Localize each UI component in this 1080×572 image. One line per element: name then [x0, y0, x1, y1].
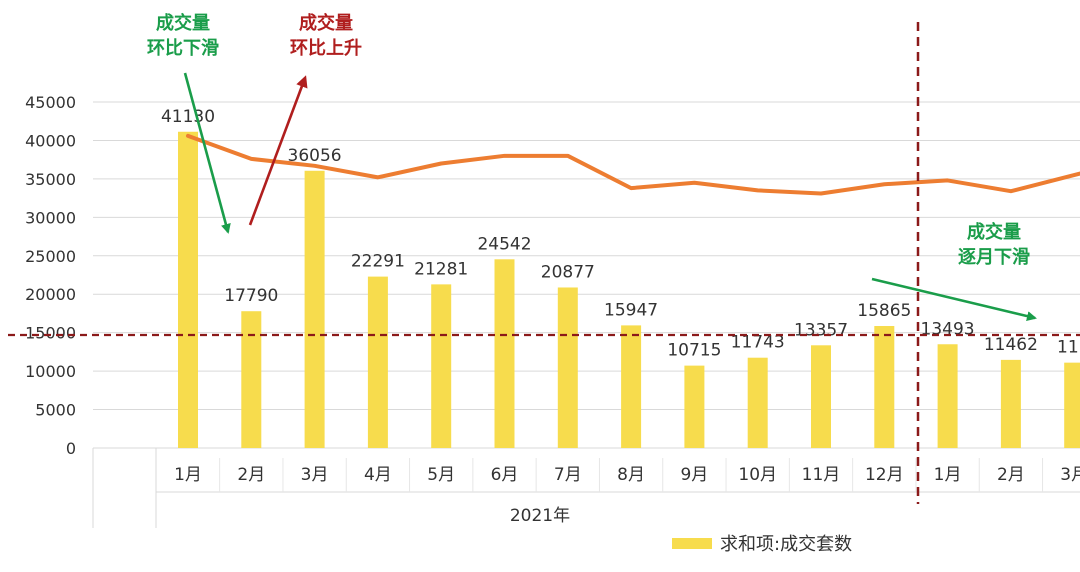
data-label: 15865: [857, 301, 911, 321]
data-label: 15947: [604, 300, 658, 320]
data-label: 17790: [224, 286, 278, 306]
legend-swatch: [672, 538, 712, 549]
y-tick-label: 20000: [25, 285, 76, 304]
data-label: 21281: [414, 259, 468, 279]
arrow-down-1: [183, 72, 231, 234]
y-tick-label: 0: [66, 439, 76, 458]
x-tick-label: 1月: [934, 465, 962, 485]
x-axis-frame: [92, 448, 1080, 528]
bar: [241, 311, 262, 448]
x-tick-label: 12月: [865, 465, 904, 485]
annotation-text: 成交量: [967, 221, 1021, 243]
data-label: 10715: [667, 341, 721, 361]
y-axis: 0 5000 10000 15000 20000 25000 30000 35000 40000…: [25, 93, 76, 458]
data-labels: 41130 17790 36056 22291 21281 24542 20877 15947…: [161, 107, 1080, 361]
reference-lines: [8, 22, 1080, 504]
x-axis-labels: 1月 2月 3月 4月 5月 6月 7月 8月 9月 10月 11月 12月 1月 2月 3月 2021年: [174, 465, 1080, 526]
data-label: 22291: [351, 252, 405, 272]
data-label: 13493: [921, 319, 975, 339]
legend: 求和项:成交套数: [672, 534, 852, 555]
x-tick-label: 5月: [427, 465, 455, 485]
legend-label: 求和项:成交套数: [720, 534, 852, 555]
x-tick-label: 3月: [1060, 465, 1080, 485]
data-label: 41130: [161, 107, 215, 127]
x-tick-label: 8月: [617, 465, 645, 485]
bar: [621, 325, 642, 448]
bar: [431, 284, 452, 448]
bar: [747, 357, 768, 448]
arrow-down-3: [871, 277, 1037, 322]
x-tick-label: 4月: [364, 465, 392, 485]
y-tick-label: 25000: [25, 247, 76, 266]
annotation-text: 逐月下滑: [958, 247, 1030, 268]
x-tick-label: 7月: [554, 465, 582, 485]
y-tick-label: 45000: [25, 93, 76, 112]
bar: [1064, 362, 1080, 448]
annotation-text: 成交量: [299, 12, 353, 34]
x-tick-label: 1月: [174, 465, 202, 485]
y-tick-label: 10000: [25, 362, 76, 381]
bar: [304, 170, 325, 449]
x-tick-label: 3月: [301, 465, 329, 485]
x-tick-label: 9月: [680, 465, 708, 485]
annotation-text: 环比下滑: [147, 38, 219, 59]
data-label: 13357: [794, 320, 848, 340]
bar: [811, 345, 831, 448]
trend-line-group: [186, 133, 1080, 196]
y-tick-label: 35000: [25, 170, 76, 189]
bar: [178, 131, 198, 449]
data-label: 36056: [288, 146, 342, 166]
x-tick-label: 11月: [802, 465, 841, 485]
bar: [937, 344, 958, 448]
bar: [1000, 359, 1021, 448]
x-tick-label: 10月: [738, 465, 777, 485]
y-tick-label: 30000: [25, 208, 76, 227]
bar: [874, 326, 895, 448]
data-label: 111: [1057, 338, 1080, 358]
arrow-up-2: [248, 75, 308, 226]
bar: [367, 276, 388, 448]
annotation-text: 成交量: [156, 12, 210, 34]
x-tick-label: 6月: [491, 465, 519, 485]
y-tick-label: 40000: [25, 131, 76, 150]
trend-line: [186, 133, 1080, 196]
x-tick-label: 2月: [997, 465, 1025, 485]
x-tick-label: 2月: [237, 465, 265, 485]
annotation-text: 环比上升: [290, 38, 362, 59]
y-tick-label: 15000: [25, 324, 76, 343]
bars: [178, 131, 1080, 449]
data-label: 11743: [731, 333, 785, 353]
bar: [557, 287, 578, 448]
data-label: 24542: [477, 234, 531, 254]
x-group-label: 2021年: [510, 506, 570, 526]
bar: [684, 365, 705, 448]
y-tick-label: 5000: [35, 401, 76, 420]
data-label: 20877: [541, 262, 595, 282]
bar: [494, 259, 515, 448]
data-label: 11462: [984, 335, 1038, 355]
